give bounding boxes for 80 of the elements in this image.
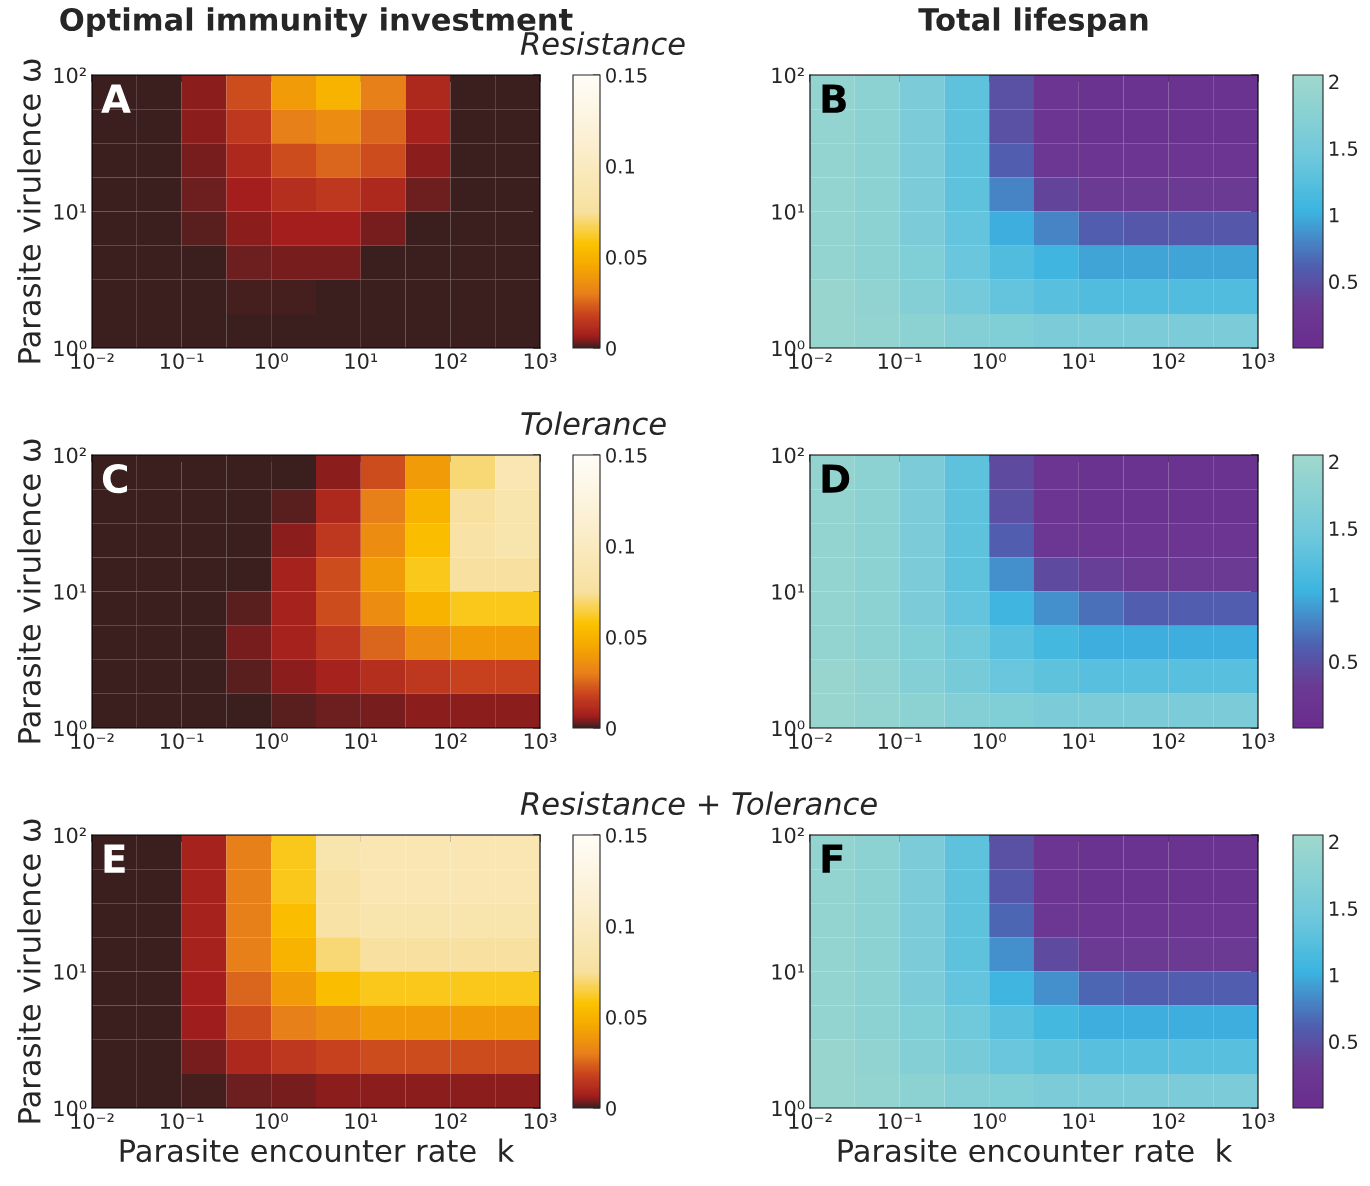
x-tick-label: 10²: [435, 1113, 467, 1129]
x-tick-label: 10⁻¹: [160, 733, 204, 749]
color-bar-label: 1: [1330, 208, 1339, 223]
x-tick-label: 10⁰: [256, 733, 288, 749]
color-bar-label: 1.5: [1330, 141, 1358, 156]
x-tick-label: 10⁰: [256, 1113, 288, 1129]
x-tick-label: 10²: [1153, 733, 1185, 749]
color-bar-label: 0: [606, 340, 616, 356]
x-tick-label: 10⁻¹: [878, 733, 922, 749]
color-bar-label: 0.15: [606, 447, 647, 463]
x-tick-label: 10²: [435, 733, 467, 749]
color-bar-label: 1.5: [1330, 521, 1358, 536]
color-bar-label: 0.05: [606, 1009, 647, 1025]
y-tick-label: 10¹: [54, 203, 86, 220]
x-tick-label: 10⁰: [974, 353, 1006, 369]
x-tick-label: 10³: [524, 733, 557, 749]
x-tick-label: 10⁰: [974, 1113, 1006, 1129]
x-tick-label: 10⁻¹: [878, 353, 922, 369]
annotation: A: [101, 84, 131, 113]
x-tick-label: 10³: [1242, 733, 1275, 749]
x-tick-label: 10³: [524, 1113, 557, 1129]
annotation: F: [822, 844, 843, 873]
color-bar-label: 2: [1329, 454, 1339, 470]
color-bar-label: 0.5: [1329, 654, 1358, 670]
color-bar-label: 0.15: [606, 67, 647, 83]
chart-subtitle: Tolerance: [521, 411, 666, 436]
color-bar-label: 0.1: [606, 158, 634, 174]
color-bar-label: 0.15: [606, 827, 647, 843]
x-tick-label: 10¹: [345, 1113, 378, 1129]
y-tick-label: 10¹: [54, 963, 86, 980]
x-tick-label: 10²: [435, 353, 467, 369]
x-tick-label: 10¹: [345, 353, 378, 369]
x-axis-title: Parasite encounter rate k: [120, 1138, 515, 1163]
color-bar-label: 0.1: [606, 538, 634, 554]
x-tick-label: 10⁻¹: [160, 353, 204, 369]
x-axis-title: Parasite encounter rate k: [838, 1138, 1233, 1163]
color-bar-label: 0.05: [606, 249, 647, 265]
y-tick-label: 10¹: [772, 963, 804, 980]
y-tick-label: 10²: [54, 447, 86, 464]
x-tick-label: 10⁰: [974, 733, 1006, 749]
y-axis-title: Parasite virulence ω: [17, 439, 41, 743]
x-tick-label: 10²: [1153, 353, 1185, 369]
x-tick-label: 10³: [1242, 1113, 1275, 1129]
y-tick-label: 10²: [54, 827, 86, 844]
chart-title: Total lifespan: [918, 7, 1148, 37]
color-bar-label: 1.5: [1330, 901, 1358, 916]
x-tick-label: 10¹: [1063, 733, 1096, 749]
x-tick-label: 10³: [1242, 353, 1275, 369]
y-tick-label: 10²: [772, 827, 804, 844]
annotation: D: [822, 464, 850, 493]
y-tick-label: 10¹: [772, 583, 804, 600]
color-bar-label: 0: [606, 1100, 616, 1116]
color-bar-label: 0.5: [1329, 1034, 1358, 1050]
annotation: E: [104, 844, 125, 873]
y-tick-label: 10¹: [54, 583, 86, 600]
color-bar-label: 0.5: [1329, 274, 1358, 290]
x-tick-label: 10¹: [345, 733, 378, 749]
x-tick-label: 10⁰: [256, 353, 288, 369]
color-bar-label: 1: [1330, 968, 1339, 983]
x-tick-label: 10¹: [1063, 1113, 1096, 1129]
y-tick-label: 10²: [54, 67, 86, 84]
x-tick-label: 10³: [524, 353, 557, 369]
y-axis-title: Parasite virulence ω: [17, 59, 41, 363]
y-tick-label: 10²: [772, 447, 804, 464]
color-bar-label: 0.05: [606, 629, 647, 645]
color-bar-label: 2: [1329, 834, 1339, 850]
y-axis-title: Parasite virulence ω: [17, 819, 41, 1123]
color-bar-label: 1: [1330, 588, 1339, 603]
annotation: C: [102, 463, 128, 494]
text: Resistance + Tolerance: [520, 791, 877, 816]
y-tick-label: 10¹: [772, 203, 804, 220]
color-bar-label: 2: [1329, 74, 1339, 90]
color-bar-label: 0.1: [606, 918, 634, 934]
x-tick-label: 10⁻¹: [878, 1113, 922, 1129]
color-bar-label: 0: [606, 720, 616, 736]
x-tick-label: 10⁻¹: [160, 1113, 204, 1129]
y-tick-label: 10²: [772, 67, 804, 84]
x-tick-label: 10²: [1153, 1113, 1185, 1129]
annotation: B: [822, 84, 846, 113]
x-tick-label: 10¹: [1063, 353, 1096, 369]
